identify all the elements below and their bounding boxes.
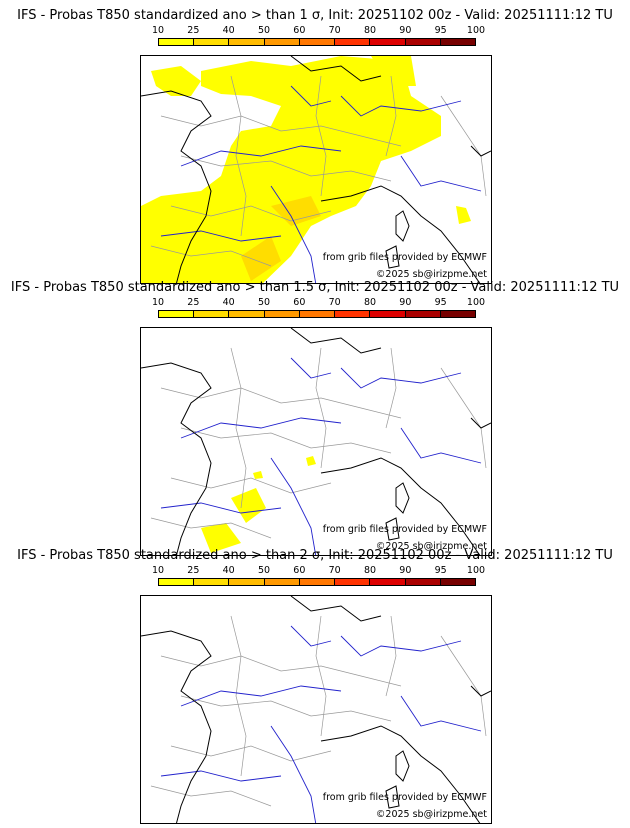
legend-tick-label: 90 [399,565,412,576]
legend-color-swatch [229,311,265,317]
map-panel-3: IFS - Probas T850 standardized ano > tha… [0,548,630,824]
panel-title: IFS - Probas T850 standardized ano > tha… [17,8,613,23]
legend-color-swatch [264,579,300,585]
legend-tick-label: 90 [399,297,412,308]
probability-map: from grib files provided by ECMWF ©2025 … [140,595,492,824]
legend-tick-label: 60 [293,297,306,308]
legend-tick-label: 50 [257,565,271,576]
legend-tick-label: 95 [434,565,447,576]
map-panel-1: IFS - Probas T850 standardized ano > tha… [0,8,630,284]
legend-color-swatch [370,311,406,317]
admin-borders [150,347,487,539]
probability-map: from grib files provided by ECMWF ©2025 … [140,327,492,556]
legend-color-swatch [264,39,300,45]
legend-color-swatch [405,579,441,585]
legend-color-swatch [159,311,195,317]
legend-tick-label: 25 [187,565,200,576]
legend-tick-label: 95 [434,297,447,308]
legend-tick-label: 90 [399,25,412,36]
legend-color-swatch [229,579,265,585]
legend-color-swatch [440,39,475,45]
probability-map: from grib files provided by ECMWF ©2025 … [140,55,492,284]
panel-title: IFS - Probas T850 standardized ano > tha… [10,280,620,295]
coastline [141,596,491,823]
probability-legend: 10 25 40 50 60 70 80 90 95 100 [152,565,485,588]
legend-color-swatch [370,579,406,585]
legend-tick-label: 10 [151,25,165,36]
map-graphic [141,328,491,555]
admin-borders [150,615,487,807]
panel-title: IFS - Probas T850 standardized ano > tha… [17,548,613,563]
legend-color-swatch [229,39,265,45]
legend-tick-label: 100 [466,565,486,576]
legend-color-swatch [159,579,195,585]
legend-tick-label: 70 [328,297,341,308]
legend-tick-label: 80 [363,565,377,576]
legend-tick-label: 10 [151,297,165,308]
legend-tick-label: 60 [293,25,306,36]
probability-field [201,456,316,553]
rivers [160,625,482,823]
probability-legend: 10 25 40 50 60 70 80 90 95 100 [152,297,485,320]
legend-color-swatch [194,579,230,585]
data-source-credit: from grib files provided by ECMWF [322,524,487,535]
legend-color-swatch [335,579,371,585]
legend-color-swatch [440,311,475,317]
map-graphic [141,56,491,283]
legend-color-swatch [335,311,371,317]
legend-color-swatch [264,311,300,317]
legend-ticks: 10 25 40 50 60 70 80 90 95 100 [152,297,485,309]
legend-color-swatch [370,39,406,45]
legend-tick-label: 50 [257,25,271,36]
legend-tick-label: 40 [222,25,235,36]
legend-tick-label: 95 [434,25,447,36]
legend-color-swatch [335,39,371,45]
legend-tick-label: 70 [328,565,341,576]
legend-tick-label: 40 [222,297,235,308]
legend-tick-label: 60 [293,565,306,576]
legend-ticks: 10 25 40 50 60 70 80 90 95 100 [152,565,485,577]
legend-tick-label: 25 [187,25,200,36]
rivers [160,357,482,555]
copyright-credit: ©2025 sb@irizpme.net [375,269,487,280]
legend-tick-label: 25 [187,297,200,308]
copyright-credit: ©2025 sb@irizpme.net [375,541,487,552]
copyright-credit: ©2025 sb@irizpme.net [375,809,487,820]
legend-color-swatch [405,39,441,45]
coastline [141,56,491,283]
legend-color-swatch [299,579,336,585]
legend-tick-label: 100 [466,297,486,308]
legend-color-swatch [299,39,336,45]
legend-tick-label: 40 [222,565,235,576]
legend-color-swatch [194,311,230,317]
legend-ticks: 10 25 40 50 60 70 80 90 95 100 [152,25,485,37]
probability-field [141,56,471,283]
admin-borders [150,75,487,267]
coastline [141,328,491,555]
legend-tick-label: 50 [257,297,271,308]
legend-color-swatch [440,579,475,585]
legend-tick-label: 80 [363,25,377,36]
probability-legend: 10 25 40 50 60 70 80 90 95 100 [152,25,485,48]
legend-tick-label: 70 [328,25,341,36]
legend-colorbar [158,38,476,46]
legend-tick-label: 80 [363,297,377,308]
legend-colorbar [158,310,476,318]
data-source-credit: from grib files provided by ECMWF [322,252,487,263]
map-panel-2: IFS - Probas T850 standardized ano > tha… [0,280,630,556]
legend-color-swatch [159,39,195,45]
data-source-credit: from grib files provided by ECMWF [322,792,487,803]
legend-color-swatch [405,311,441,317]
map-graphic [141,596,491,823]
legend-color-swatch [299,311,336,317]
legend-tick-label: 10 [151,565,165,576]
legend-tick-label: 100 [466,25,486,36]
legend-colorbar [158,578,476,586]
rivers [160,85,482,283]
legend-color-swatch [194,39,230,45]
